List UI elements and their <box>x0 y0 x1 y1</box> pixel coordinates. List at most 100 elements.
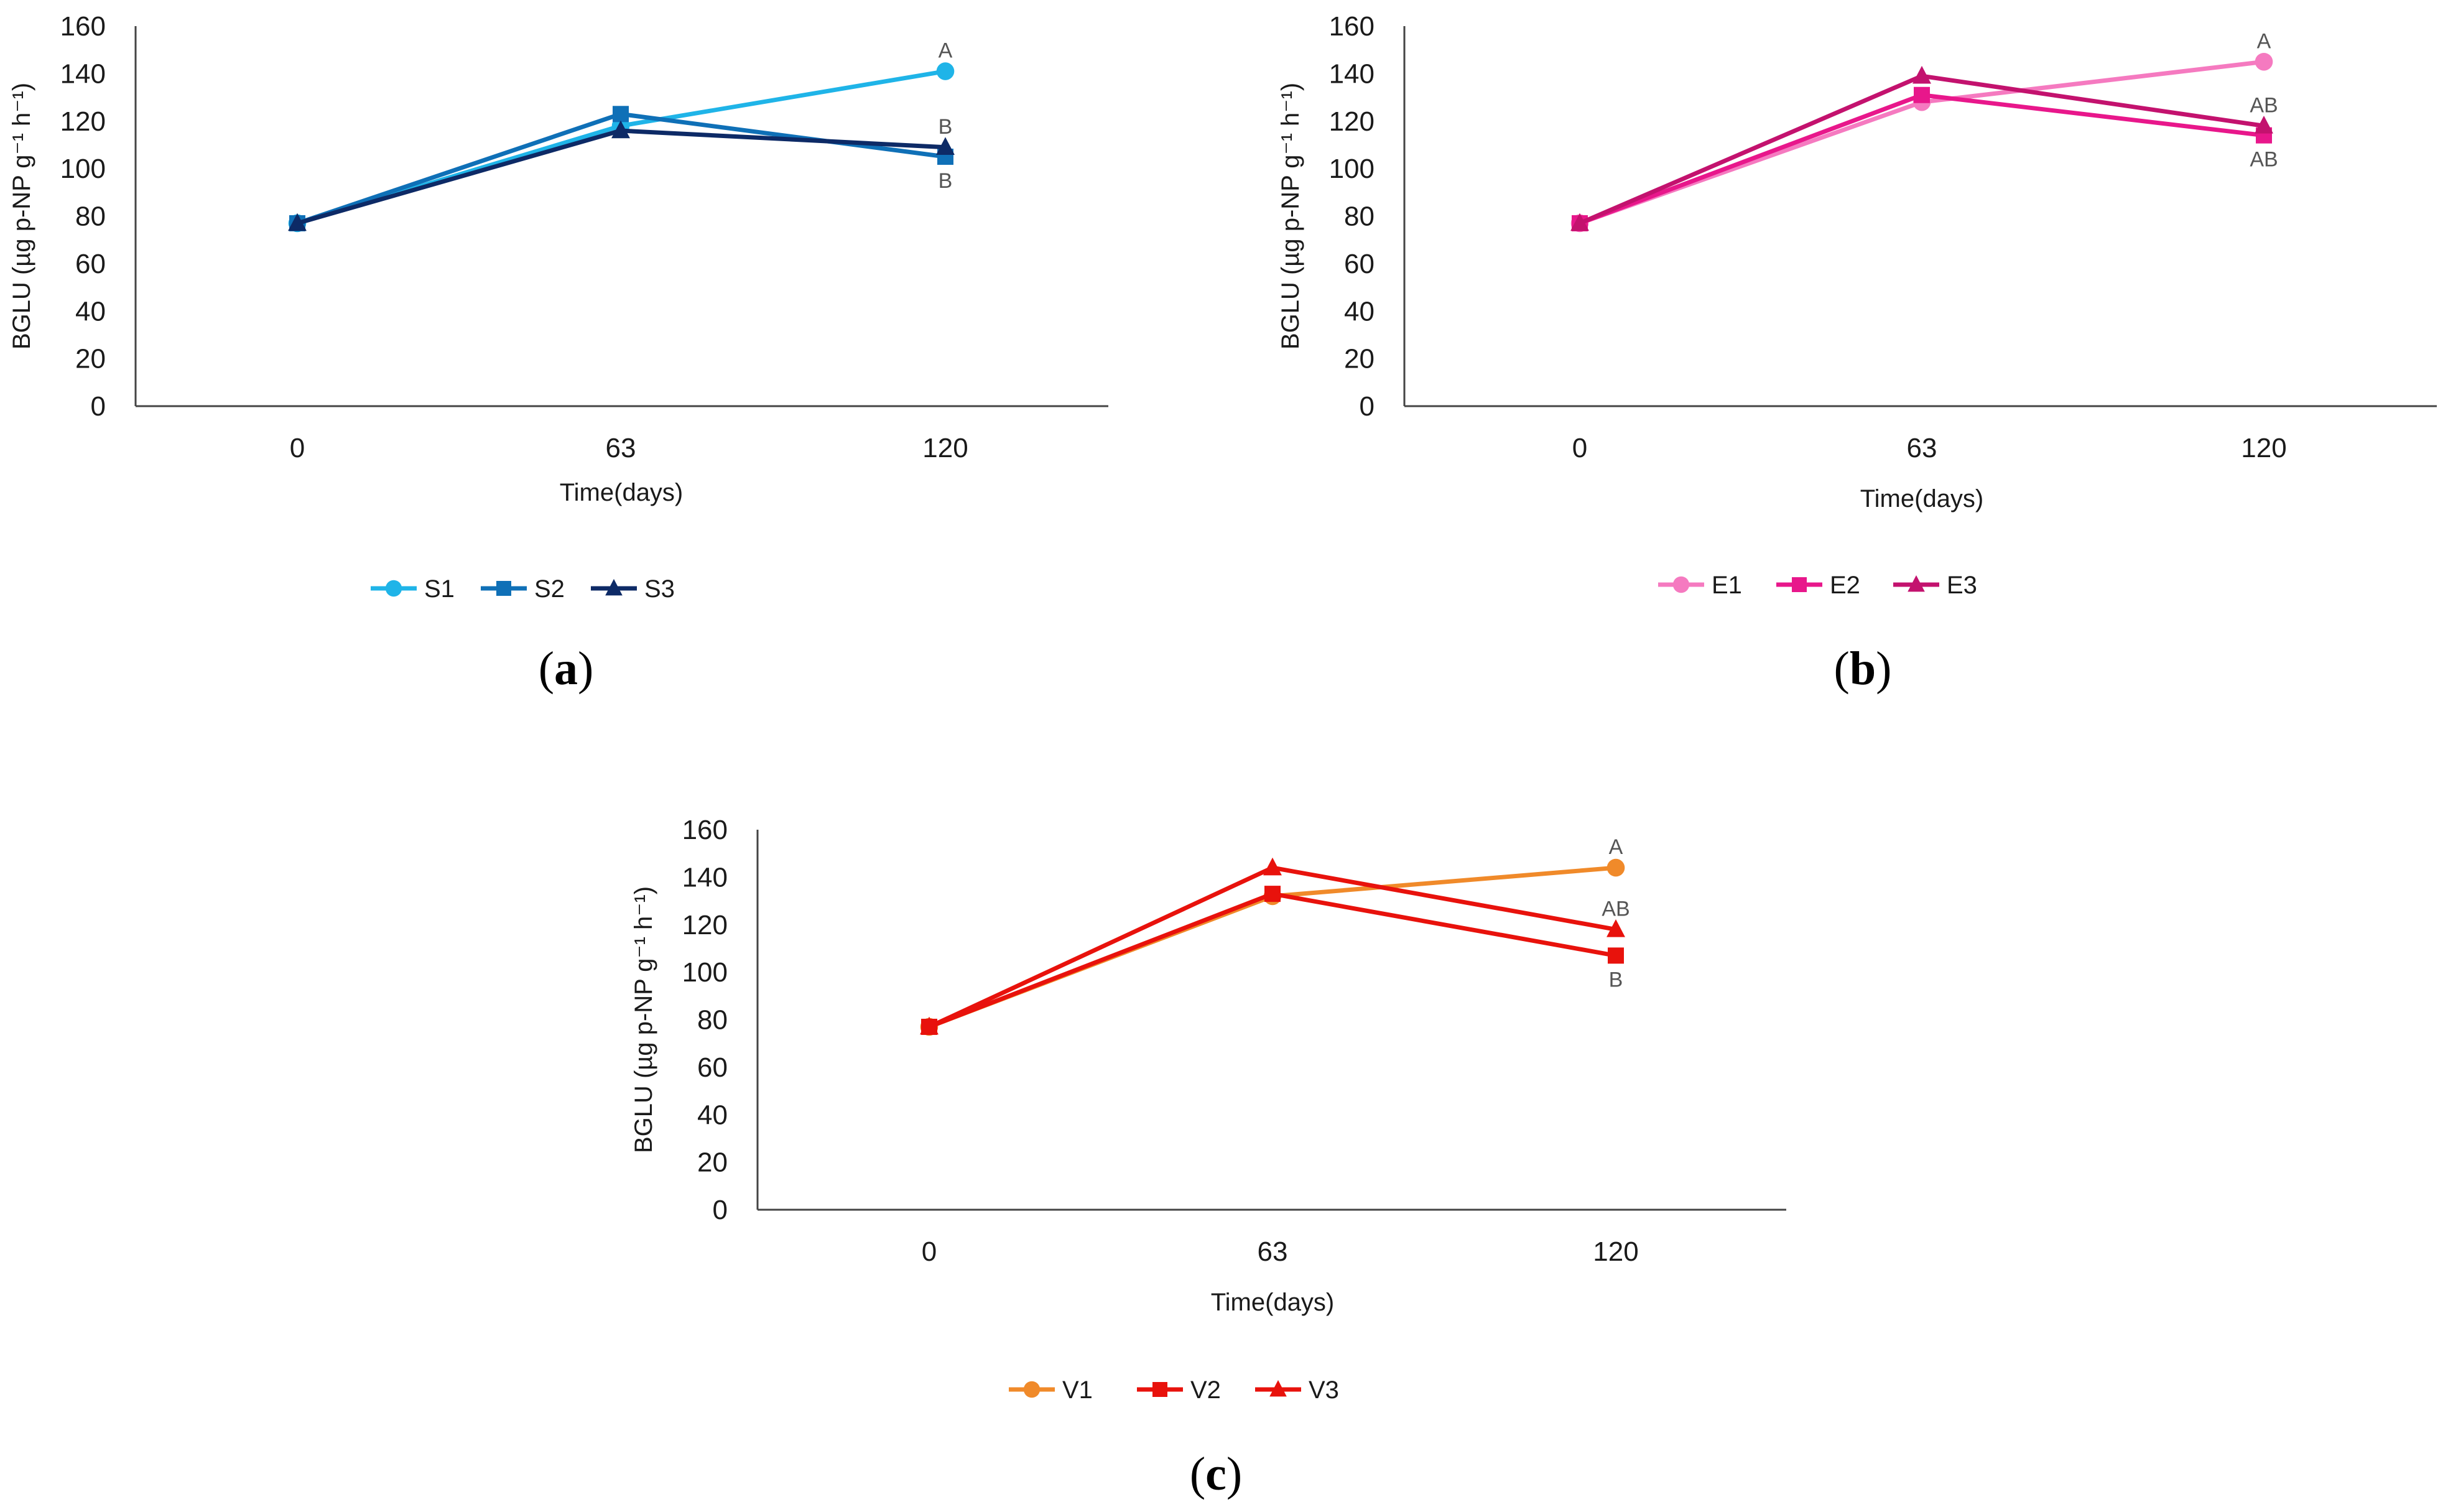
legend-label-E2: E2 <box>1830 572 1860 599</box>
x-tick-label: 120 <box>1593 1236 1638 1267</box>
data-point-V3 <box>1606 919 1625 937</box>
data-point-V2 <box>1608 947 1624 964</box>
y-tick-label: 60 <box>1344 249 1375 279</box>
chart-panel-a: 0 20 40 60 80 100 120 140 160 BGLU (µg p-NP g⁻¹ h… <box>8 11 1108 695</box>
significance-label: B <box>939 169 953 193</box>
significance-label: A <box>2257 29 2271 53</box>
legend-marker-V3 <box>1269 1380 1287 1397</box>
y-tick-label: 120 <box>1329 106 1375 137</box>
y-tick-label: 20 <box>75 344 106 374</box>
x-axis-title: Time(days) <box>1860 485 1984 513</box>
significance-label: A <box>1609 835 1623 859</box>
y-tick-label: 20 <box>697 1148 728 1178</box>
y-tick-label: 40 <box>697 1100 728 1130</box>
panel-label-letter: b <box>1850 642 1876 695</box>
data-point-V1 <box>1606 858 1625 877</box>
significance-label: AB <box>1602 897 1630 921</box>
legend-label-V1: V1 <box>1062 1376 1093 1404</box>
data-point-E3 <box>2255 116 2273 134</box>
legend-label-E3: E3 <box>1947 572 1977 599</box>
legend-marker-V1 <box>1023 1381 1041 1398</box>
legend-label-V3: V3 <box>1309 1376 1339 1404</box>
panel-label-letter: a <box>554 642 578 695</box>
data-point-E2 <box>1914 86 1930 103</box>
data-point-S2 <box>613 106 629 123</box>
panel-label-open: ( <box>1834 642 1850 695</box>
y-tick-label: 0 <box>713 1195 728 1225</box>
legend-marker-S2 <box>496 581 511 596</box>
significance-label: B <box>1609 968 1623 991</box>
chart-panel-b: 0 20 40 60 80 100 120 140 160 BGLU (µg p-NP g⁻¹ h… <box>1277 11 2437 695</box>
y-tick-label: 140 <box>1329 58 1375 89</box>
legend-label-V2: V2 <box>1190 1376 1221 1404</box>
y-tick-label: 160 <box>682 815 728 845</box>
significance-label: AB <box>2250 148 2278 172</box>
panel-label-close: ) <box>578 642 593 695</box>
legend-label-S2: S2 <box>534 575 565 603</box>
y-axis-title: BGLU (µg p-NP g⁻¹ h⁻¹) <box>8 83 35 350</box>
legend-label-E1: E1 <box>1712 572 1742 599</box>
y-tick-label: 120 <box>682 910 728 940</box>
y-tick-label: 80 <box>1344 202 1375 232</box>
y-tick-label: 100 <box>682 957 728 988</box>
x-tick-label: 63 <box>1258 1236 1288 1267</box>
x-tick-label: 63 <box>1907 433 1937 463</box>
significance-label: AB <box>2250 93 2278 117</box>
data-point-S3 <box>288 213 307 231</box>
significance-label: B <box>939 115 953 139</box>
legend-label-S1: S1 <box>424 575 455 603</box>
legend-marker-V2 <box>1152 1382 1167 1397</box>
data-point-V3 <box>1263 857 1282 876</box>
data-point-V2 <box>1264 886 1281 902</box>
data-point-S1 <box>936 62 955 80</box>
y-tick-label: 100 <box>1329 154 1375 184</box>
data-point-V3 <box>920 1016 939 1035</box>
series-line-S1 <box>295 69 948 226</box>
x-tick-label: 63 <box>606 433 636 463</box>
x-tick-label: 0 <box>922 1236 937 1267</box>
x-axis-title: Time(days) <box>1211 1289 1335 1316</box>
legend-marker-S1 <box>385 580 402 597</box>
panel-label-letter: c <box>1205 1448 1226 1500</box>
series-line-E1 <box>1577 59 2266 226</box>
y-tick-label: 160 <box>1329 11 1375 42</box>
series-line-V2 <box>927 891 1618 1029</box>
panel-label: (b) <box>1834 642 1892 695</box>
x-tick-label: 0 <box>290 433 305 463</box>
panel-label: (a) <box>539 642 594 695</box>
y-axis-title: BGLU (µg p-NP g⁻¹ h⁻¹) <box>1277 83 1304 350</box>
y-tick-label: 80 <box>75 202 106 232</box>
panel-label-close: ) <box>1876 642 1891 695</box>
x-tick-label: 0 <box>1572 433 1587 463</box>
y-tick-label: 20 <box>1344 344 1375 374</box>
y-tick-label: 160 <box>60 11 106 42</box>
y-tick-label: 60 <box>75 249 106 279</box>
y-tick-label: 100 <box>60 154 106 184</box>
x-axis-title: Time(days) <box>560 479 684 506</box>
y-tick-label: 140 <box>60 58 106 89</box>
y-tick-label: 140 <box>682 862 728 893</box>
significance-label: A <box>939 39 953 63</box>
y-tick-label: 0 <box>91 391 106 422</box>
x-tick-label: 120 <box>2241 433 2286 463</box>
y-tick-label: 80 <box>697 1005 728 1036</box>
data-point-S3 <box>936 137 955 155</box>
legend-marker-E3 <box>1908 575 1925 592</box>
y-axis-title: BGLU (µg p-NP g⁻¹ h⁻¹) <box>630 886 657 1153</box>
panel-label-open: ( <box>539 642 554 695</box>
data-point-S3 <box>611 120 630 139</box>
legend-marker-E1 <box>1672 576 1690 593</box>
x-tick-label: 120 <box>922 433 968 463</box>
y-tick-label: 0 <box>1360 391 1375 422</box>
legend-marker-S3 <box>605 578 623 596</box>
y-tick-label: 40 <box>75 296 106 327</box>
series-line-E2 <box>1577 93 2266 226</box>
data-point-E3 <box>1912 65 1931 84</box>
data-point-E3 <box>1570 213 1589 231</box>
y-tick-label: 40 <box>1344 296 1375 327</box>
chart-panel-c: 0 20 40 60 80 100 120 140 160 BGLU (µg p-NP g⁻¹ h… <box>630 815 1786 1500</box>
panel-label: (c) <box>1190 1448 1242 1500</box>
y-tick-label: 120 <box>60 106 106 137</box>
panel-label-close: ) <box>1226 1448 1242 1500</box>
data-point-E1 <box>2255 52 2273 71</box>
